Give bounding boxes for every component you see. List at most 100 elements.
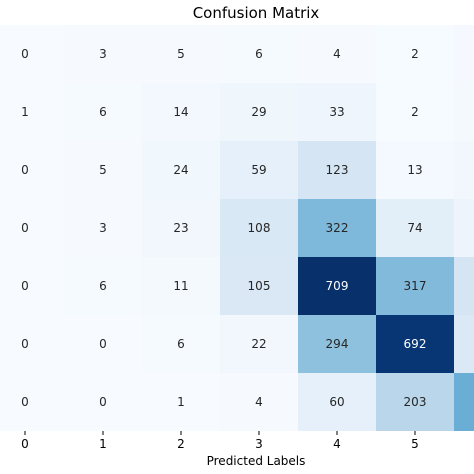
- heatmap-cell: [64, 83, 142, 141]
- cell-value-label: 6: [255, 47, 263, 61]
- heatmap-cell: [64, 373, 142, 431]
- heatmap-cell: [376, 83, 454, 141]
- heatmap-cell: [0, 25, 64, 83]
- cell-value-label: 108: [248, 221, 271, 235]
- heatmap-cell: [0, 373, 64, 431]
- cell-value-label: 29: [251, 105, 266, 119]
- cell-value-label: 14: [173, 105, 188, 119]
- heatmap-cell: [142, 141, 220, 199]
- heatmap-cell: [298, 83, 376, 141]
- heatmap-cell-cutoff: [454, 257, 474, 315]
- heatmap-cell: [220, 25, 298, 83]
- x-tick-label: 4: [333, 437, 341, 451]
- cell-value-label: 203: [404, 395, 427, 409]
- cell-value-label: 3: [99, 221, 107, 235]
- cell-value-label: 23: [173, 221, 188, 235]
- heatmap-cell: [64, 257, 142, 315]
- cell-value-label: 0: [21, 279, 29, 293]
- cell-value-label: 24: [173, 163, 188, 177]
- heatmap-cell: [220, 373, 298, 431]
- heatmap-cell: [376, 257, 454, 315]
- heatmap-cell-cutoff: [454, 373, 474, 431]
- heatmap-cell: [142, 373, 220, 431]
- cell-value-label: 123: [326, 163, 349, 177]
- heatmap-cell: [64, 141, 142, 199]
- cell-value-label: 74: [407, 221, 422, 235]
- cell-value-label: 1: [177, 395, 185, 409]
- heatmap-cell: [64, 199, 142, 257]
- cell-value-labels: 0 3 5 6 4 21 6 14 29 33 20 5 24 59 123 130 3 23 108 322 740 6…: [21, 47, 426, 409]
- heatmap-cell: [376, 25, 454, 83]
- cell-value-label: 6: [99, 279, 107, 293]
- cell-value-label: 322: [326, 221, 349, 235]
- heatmap-cell: [64, 25, 142, 83]
- heatmap-cell-cutoff: [454, 25, 474, 83]
- cell-value-label: 2: [411, 47, 419, 61]
- cell-value-label: 0: [21, 395, 29, 409]
- heatmap-cell: [376, 199, 454, 257]
- heatmap-cell-cutoff: [454, 315, 474, 373]
- cell-value-label: 59: [251, 163, 266, 177]
- heatmap-cell: [298, 315, 376, 373]
- cell-value-label: 0: [99, 337, 107, 351]
- x-tick-label: 2: [177, 437, 185, 451]
- cell-value-label: 13: [407, 163, 422, 177]
- x-tick-label: 0: [21, 437, 29, 451]
- cell-value-label: 0: [21, 163, 29, 177]
- cell-value-label: 317: [404, 279, 427, 293]
- cell-value-label: 4: [255, 395, 263, 409]
- cell-value-label: 6: [99, 105, 107, 119]
- cell-value-label: 294: [326, 337, 349, 351]
- cell-value-label: 0: [21, 221, 29, 235]
- cell-value-label: 22: [251, 337, 266, 351]
- cell-value-label: 5: [99, 163, 107, 177]
- cell-value-label: 11: [173, 279, 188, 293]
- heatmap-cell: [220, 315, 298, 373]
- x-tick-label: 3: [255, 437, 263, 451]
- cell-value-label: 3: [99, 47, 107, 61]
- chart-title: Confusion Matrix: [193, 4, 320, 22]
- cell-value-label: 33: [329, 105, 344, 119]
- heatmap-cell: [0, 315, 64, 373]
- cell-value-label: 6: [177, 337, 185, 351]
- heatmap-cell: [142, 257, 220, 315]
- cell-value-label: 0: [21, 337, 29, 351]
- heatmap-cell: [376, 141, 454, 199]
- heatmap-cell: [0, 83, 64, 141]
- x-axis-ticks: 0 1 2 3 4 5: [21, 431, 419, 451]
- cell-value-label: 4: [333, 47, 341, 61]
- heatmap-cell: [376, 373, 454, 431]
- cell-value-label: 5: [177, 47, 185, 61]
- heatmap-cell: [142, 199, 220, 257]
- heatmap-cell: [0, 199, 64, 257]
- cell-value-label: 0: [99, 395, 107, 409]
- heatmap-cell: [298, 141, 376, 199]
- cell-value-label: 2: [411, 105, 419, 119]
- heatmap-cell-cutoff: [454, 199, 474, 257]
- x-tick-label: 5: [411, 437, 419, 451]
- heatmap-cell: [220, 199, 298, 257]
- heatmap-cell: [0, 257, 64, 315]
- heatmap-cell: [220, 141, 298, 199]
- x-axis-label: Predicted Labels: [207, 454, 306, 468]
- x-tick-label: 1: [99, 437, 107, 451]
- heatmap-cell: [298, 373, 376, 431]
- heatmap-cell-cutoff: [454, 141, 474, 199]
- heatmap-cells: [0, 25, 474, 431]
- heatmap-cell: [0, 141, 64, 199]
- heatmap-cell: [142, 83, 220, 141]
- cell-value-label: 1: [21, 105, 29, 119]
- heatmap-cell: [376, 315, 454, 373]
- cell-value-label: 709: [326, 279, 349, 293]
- cell-value-label: 692: [404, 337, 427, 351]
- cell-value-label: 105: [248, 279, 271, 293]
- heatmap-cell: [142, 315, 220, 373]
- cell-value-label: 0: [21, 47, 29, 61]
- heatmap-cell: [298, 199, 376, 257]
- heatmap-cell-cutoff: [454, 83, 474, 141]
- cell-value-label: 60: [329, 395, 344, 409]
- heatmap-cell: [220, 257, 298, 315]
- heatmap-cell: [220, 83, 298, 141]
- heatmap-cell: [298, 257, 376, 315]
